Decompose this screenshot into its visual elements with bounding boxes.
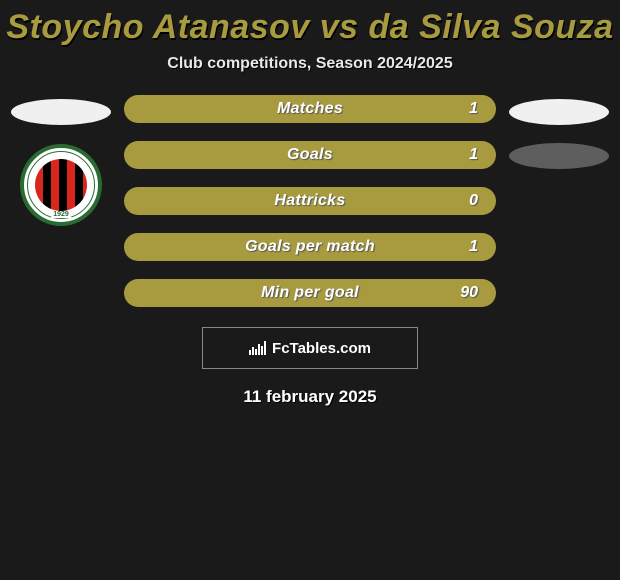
fctables-label: FcTables.com <box>272 340 371 357</box>
lokomotiv-sofia-badge: 1929 <box>20 144 102 226</box>
stat-value-right: 1 <box>469 238 478 256</box>
flag-left <box>11 99 111 125</box>
comparison-card: Stoycho Atanasov vs da Silva Souza Club … <box>0 0 620 407</box>
stat-label: Goals per match <box>245 238 375 256</box>
stat-bar-goals-per-match: Goals per match 1 <box>124 233 496 261</box>
stat-value-right: 0 <box>469 192 478 210</box>
stats-column: Matches 1 Goals 1 Hattricks 0 Goals per … <box>116 95 504 307</box>
stat-value-right: 1 <box>469 100 478 118</box>
club-badge-right-placeholder <box>509 143 609 169</box>
badge-year: 1929 <box>51 211 71 218</box>
stat-label: Hattricks <box>274 192 345 210</box>
stat-bar-hattricks: Hattricks 0 <box>124 187 496 215</box>
club-badge-left: 1929 <box>19 143 103 227</box>
bar-chart-icon <box>249 341 266 355</box>
stat-label: Goals <box>287 146 333 164</box>
flag-right <box>509 99 609 125</box>
page-subtitle: Club competitions, Season 2024/2025 <box>0 55 620 73</box>
stat-bar-goals: Goals 1 <box>124 141 496 169</box>
stat-value-right: 1 <box>469 146 478 164</box>
fctables-link[interactable]: FcTables.com <box>202 327 418 369</box>
page-title: Stoycho Atanasov vs da Silva Souza <box>0 8 620 47</box>
stat-bar-min-per-goal: Min per goal 90 <box>124 279 496 307</box>
player-right-col <box>504 95 614 187</box>
stat-bar-matches: Matches 1 <box>124 95 496 123</box>
body-row: 1929 Matches 1 Goals 1 Hattricks 0 Goals… <box>0 95 620 307</box>
date-line: 11 february 2025 <box>0 387 620 407</box>
player-left-col: 1929 <box>6 95 116 227</box>
stat-label: Matches <box>277 100 343 118</box>
stat-value-right: 90 <box>460 284 478 302</box>
stat-label: Min per goal <box>261 284 359 302</box>
